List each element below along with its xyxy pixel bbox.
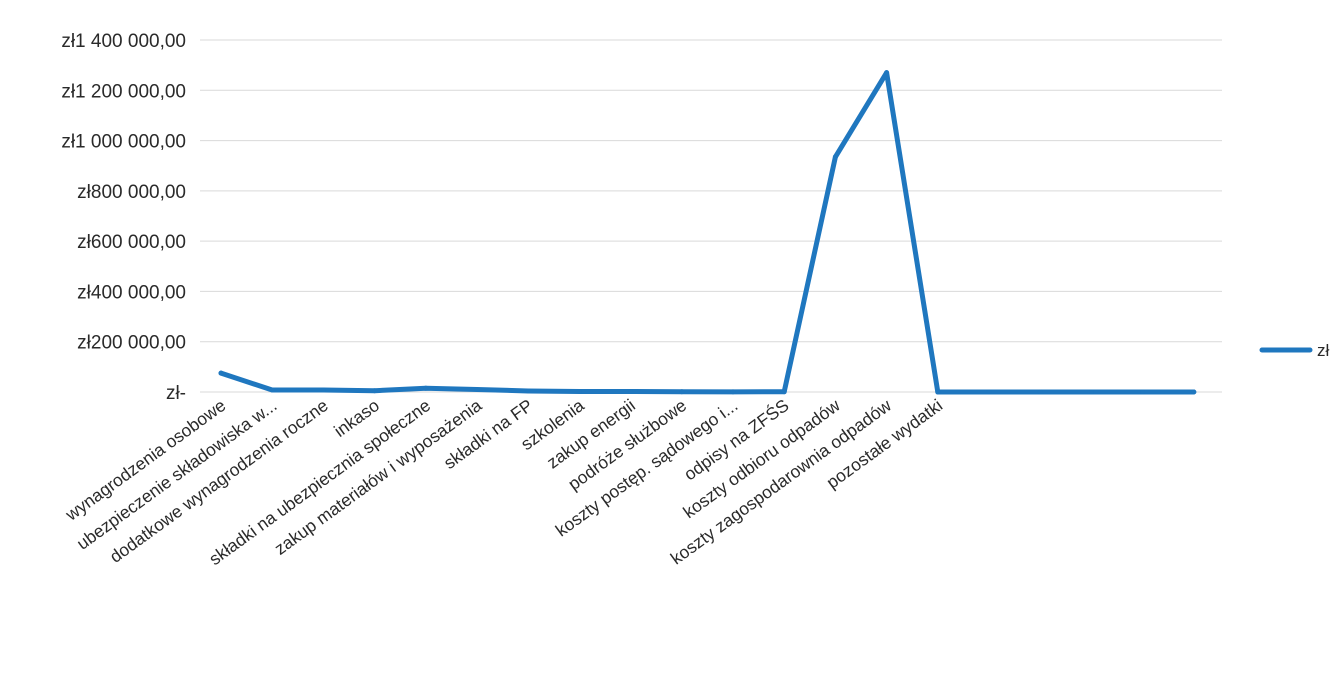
gridlines bbox=[200, 39, 1222, 393]
series-layer bbox=[218, 70, 1197, 395]
data-point bbox=[832, 154, 838, 160]
data-point bbox=[372, 388, 378, 394]
y-tick-label: zł800 000,00 bbox=[77, 182, 186, 203]
data-point bbox=[730, 389, 736, 395]
data-point bbox=[218, 370, 224, 376]
data-point bbox=[269, 387, 275, 393]
data-point bbox=[576, 388, 582, 394]
y-tick-label: zł400 000,00 bbox=[77, 282, 186, 303]
data-point bbox=[1037, 389, 1043, 395]
data-point bbox=[884, 70, 890, 76]
y-tick-label: zł- bbox=[166, 383, 186, 404]
data-point bbox=[935, 389, 941, 395]
data-point bbox=[423, 385, 429, 391]
y-tick-label: zł1 400 000,00 bbox=[61, 31, 186, 52]
data-point bbox=[474, 386, 480, 392]
data-point bbox=[320, 387, 326, 393]
data-point bbox=[1140, 389, 1146, 395]
data-point bbox=[1088, 389, 1094, 395]
series-line bbox=[218, 70, 1197, 395]
y-tick-label: zł1 200 000,00 bbox=[61, 81, 186, 102]
data-point bbox=[1191, 389, 1197, 395]
data-point bbox=[781, 389, 787, 395]
y-tick-label: zł600 000,00 bbox=[77, 232, 186, 253]
y-tick-label: zł200 000,00 bbox=[77, 333, 186, 354]
data-point bbox=[525, 388, 531, 394]
y-tick-label: zł1 000 000,00 bbox=[61, 132, 186, 153]
y-axis-tick-labels: zł1 400 000,00 zł1 200 000,00 zł1 000 000,… bbox=[61, 31, 186, 404]
data-point bbox=[628, 388, 634, 394]
legend-entry-label: zł bbox=[1317, 341, 1330, 360]
data-point bbox=[679, 389, 685, 395]
legend: zł bbox=[1259, 341, 1330, 360]
data-point bbox=[986, 389, 992, 395]
